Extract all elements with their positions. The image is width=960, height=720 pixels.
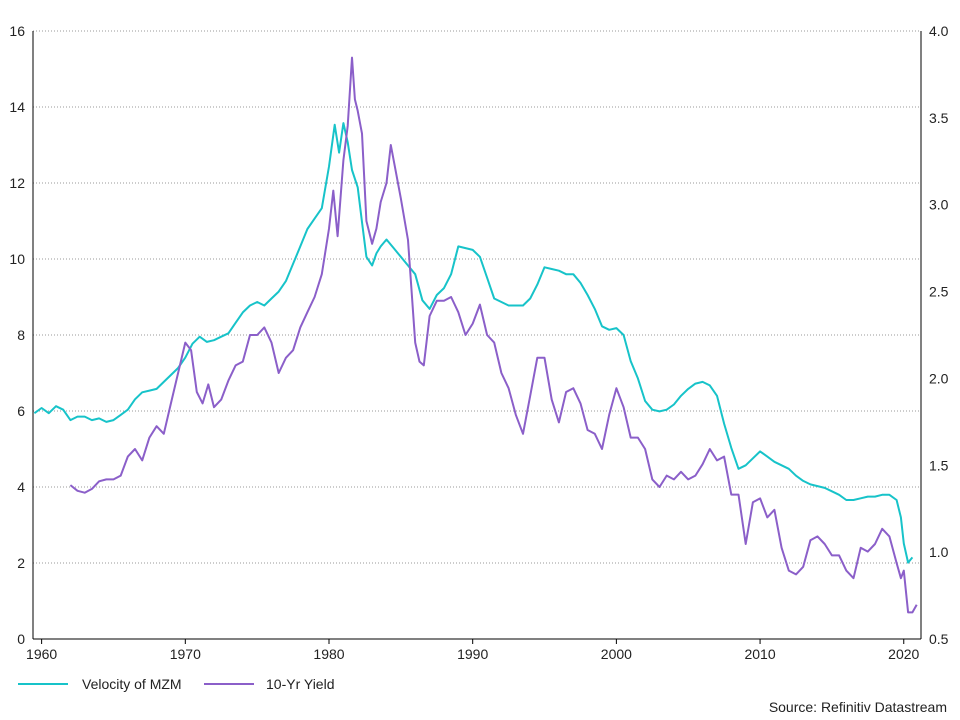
- y-right-tick-label-4.0: 4.0: [929, 23, 949, 39]
- x-tick-label-1970: 1970: [170, 646, 201, 662]
- y-right-tick-label-1.0: 1.0: [929, 544, 949, 560]
- axes: 0 2 4 6 8 10 12 14 16 0.5 1.0 1.5 2.0 2.5 3.0 3.5 4.0 196…: [9, 23, 948, 662]
- y-right-tick-label-3.5: 3.5: [929, 110, 949, 126]
- x-tick-label-1980: 1980: [313, 646, 344, 662]
- y-left-tick-label-10: 10: [9, 251, 25, 267]
- x-tick-label-2000: 2000: [601, 646, 632, 662]
- y-right-tick-label-1.5: 1.5: [929, 457, 949, 473]
- y-left-tick-label-14: 14: [9, 99, 25, 115]
- legend: Velocity of MZM 10-Yr Yield: [18, 676, 334, 692]
- x-tick-label-2010: 2010: [744, 646, 775, 662]
- y-left-tick-label-4: 4: [17, 479, 25, 495]
- series-line-velocity-of-mzm: [33, 122, 914, 564]
- source-note: Source: Refinitiv Datastream: [769, 699, 947, 715]
- x-tick-label-1960: 1960: [26, 646, 57, 662]
- x-tick-label-2020: 2020: [888, 646, 919, 662]
- y-right-tick-label-3.0: 3.0: [929, 197, 949, 213]
- y-left-tick-label-6: 6: [17, 403, 25, 419]
- y-left-tick-label-16: 16: [9, 23, 25, 39]
- series: [33, 56, 918, 614]
- y-left-tick-label-12: 12: [9, 175, 25, 191]
- y-left-tick-label-2: 2: [17, 555, 25, 571]
- y-left-tick-label-8: 8: [17, 327, 25, 343]
- y-left-tick-label-0: 0: [17, 631, 25, 647]
- legend-label-velocity: Velocity of MZM: [82, 676, 182, 692]
- x-tick-label-1990: 1990: [457, 646, 488, 662]
- legend-label-yield: 10-Yr Yield: [266, 676, 334, 692]
- y-right-tick-label-2.0: 2.0: [929, 370, 949, 386]
- y-right-tick-label-0.5: 0.5: [929, 631, 949, 647]
- gridlines: [33, 30, 921, 564]
- series-line-10-yr-yield: [69, 56, 918, 614]
- y-right-tick-label-2.5: 2.5: [929, 284, 949, 300]
